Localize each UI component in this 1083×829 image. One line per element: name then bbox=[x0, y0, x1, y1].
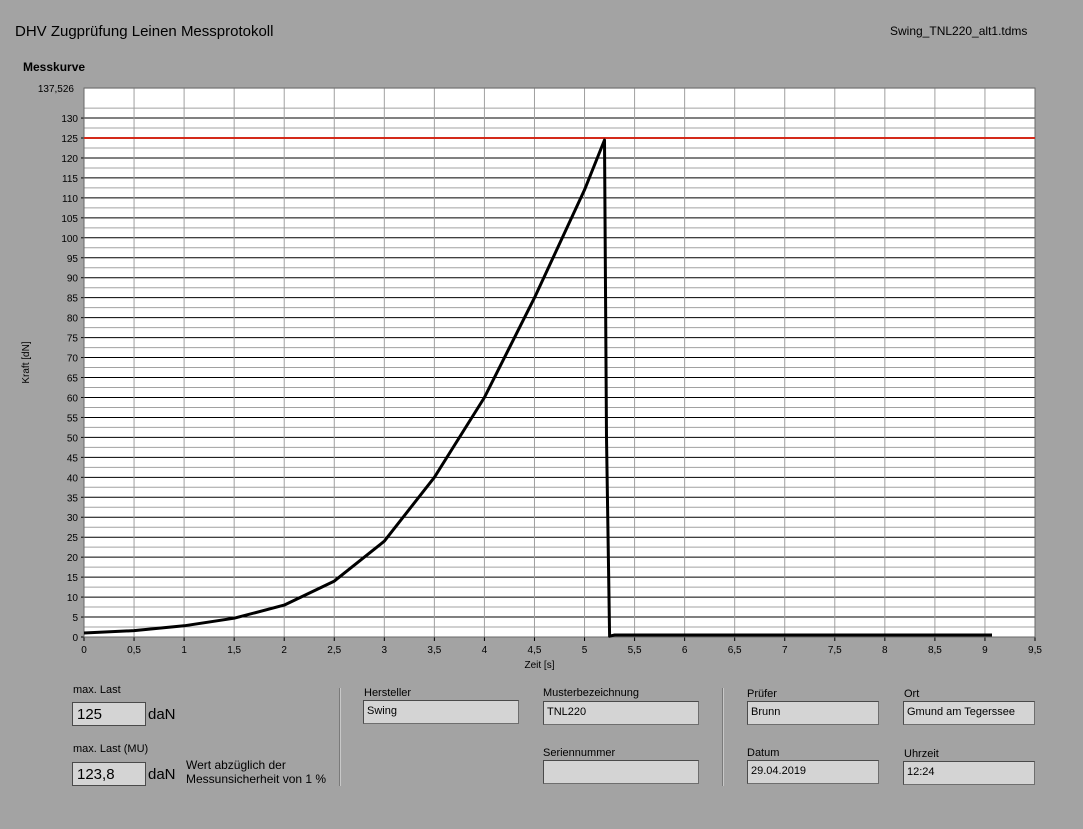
x-tick-label: 9,5 bbox=[1028, 645, 1042, 656]
plot-area bbox=[84, 88, 1035, 637]
y-tick-label: 125 bbox=[61, 134, 78, 145]
x-tick-label: 6,5 bbox=[728, 645, 742, 656]
x-tick-label: 2,5 bbox=[327, 645, 341, 656]
file-name: Swing_TNL220_alt1.tdms bbox=[890, 24, 1028, 38]
y-tick-label: 105 bbox=[61, 214, 78, 225]
inspector-label: Prüfer bbox=[747, 688, 777, 700]
separator bbox=[722, 688, 724, 786]
x-tick-label: 7,5 bbox=[828, 645, 842, 656]
x-tick-label: 8 bbox=[882, 645, 888, 656]
x-tick-label: 5,5 bbox=[628, 645, 642, 656]
serial-field[interactable] bbox=[543, 760, 699, 784]
time-label: Uhrzeit bbox=[904, 748, 939, 760]
manufacturer-field[interactable]: Swing bbox=[363, 700, 519, 724]
uncertainty-note-line2: Messunsicherheit von 1 % bbox=[186, 772, 327, 786]
separator bbox=[339, 688, 341, 786]
y-tick-label: 50 bbox=[67, 433, 79, 444]
serial-label: Seriennummer bbox=[543, 747, 616, 759]
y-tick-label: 25 bbox=[67, 533, 79, 544]
max-load-mu-label: max. Last (MU) bbox=[73, 743, 149, 755]
x-tick-label: 1,5 bbox=[227, 645, 241, 656]
location-field[interactable]: Gmund am Tegerssee bbox=[903, 701, 1035, 725]
time-field[interactable]: 12:24 bbox=[903, 761, 1035, 785]
x-tick-label: 0 bbox=[81, 645, 87, 656]
y-tick-label: 30 bbox=[67, 513, 79, 524]
y-tick-label: 120 bbox=[61, 154, 78, 165]
y-tick-label: 0 bbox=[72, 633, 78, 644]
x-tick-label: 0,5 bbox=[127, 645, 141, 656]
y-tick-label: 130 bbox=[61, 114, 78, 125]
date-field[interactable]: 29.04.2019 bbox=[747, 760, 879, 784]
x-tick-label: 7 bbox=[782, 645, 788, 656]
max-load-unit: daN bbox=[148, 706, 176, 723]
x-tick-label: 4,5 bbox=[528, 645, 542, 656]
y-axis-label: Kraft [dN] bbox=[21, 341, 32, 383]
y-tick-label: 45 bbox=[67, 453, 79, 464]
uncertainty-note-line1: Wert abzüglich der bbox=[186, 758, 286, 772]
x-tick-label: 9 bbox=[982, 645, 988, 656]
x-tick-label: 4 bbox=[482, 645, 488, 656]
manufacturer-label: Hersteller bbox=[364, 687, 412, 699]
y-tick-label: 15 bbox=[67, 573, 79, 584]
y-tick-label: 10 bbox=[67, 593, 79, 604]
y-tick-label: 35 bbox=[67, 493, 79, 504]
y-tick-label: 80 bbox=[67, 314, 79, 325]
x-tick-label: 3,5 bbox=[427, 645, 441, 656]
report-title: DHV Zugprüfung Leinen Messprotokoll bbox=[15, 23, 274, 40]
force-time-chart: 0510152025303540455055606570758085909510… bbox=[21, 84, 1042, 671]
y-tick-label: 5 bbox=[72, 613, 78, 624]
y-tick-label: 100 bbox=[61, 234, 78, 245]
x-tick-label: 5 bbox=[582, 645, 588, 656]
y-tick-label: 20 bbox=[67, 553, 79, 564]
model-label: Musterbezeichnung bbox=[543, 687, 640, 699]
y-tick-label: 70 bbox=[67, 354, 79, 365]
location-label: Ort bbox=[904, 688, 920, 700]
x-tick-label: 3 bbox=[382, 645, 388, 656]
y-tick-label: 110 bbox=[62, 194, 78, 205]
y-tick-label: 85 bbox=[67, 294, 79, 305]
max-load-mu-unit: daN bbox=[148, 766, 176, 783]
y-tick-label: 90 bbox=[67, 274, 79, 285]
chart-title: Messkurve bbox=[23, 60, 86, 74]
y-tick-label: 115 bbox=[62, 174, 78, 185]
x-axis-label: Zeit [s] bbox=[524, 660, 554, 671]
x-tick-label: 8,5 bbox=[928, 645, 942, 656]
y-tick-label: 65 bbox=[67, 374, 79, 385]
y-tick-label: 60 bbox=[67, 393, 79, 404]
y-max-label: 137,526 bbox=[38, 84, 75, 95]
x-tick-label: 6 bbox=[682, 645, 688, 656]
max-load-label: max. Last bbox=[73, 684, 121, 696]
y-tick-label: 95 bbox=[67, 254, 79, 265]
max-load-value: 125 bbox=[72, 702, 146, 726]
y-tick-label: 75 bbox=[67, 334, 79, 345]
date-label: Datum bbox=[747, 747, 780, 759]
y-tick-label: 55 bbox=[67, 413, 79, 424]
max-load-mu-value: 123,8 bbox=[72, 762, 146, 786]
model-field[interactable]: TNL220 bbox=[543, 701, 699, 725]
y-tick-label: 40 bbox=[67, 473, 79, 484]
force-curve bbox=[83, 138, 992, 638]
plot-border bbox=[83, 87, 1036, 638]
x-tick-label: 1 bbox=[181, 645, 187, 656]
inspector-field[interactable]: Brunn bbox=[747, 701, 879, 725]
x-tick-label: 2 bbox=[281, 645, 287, 656]
